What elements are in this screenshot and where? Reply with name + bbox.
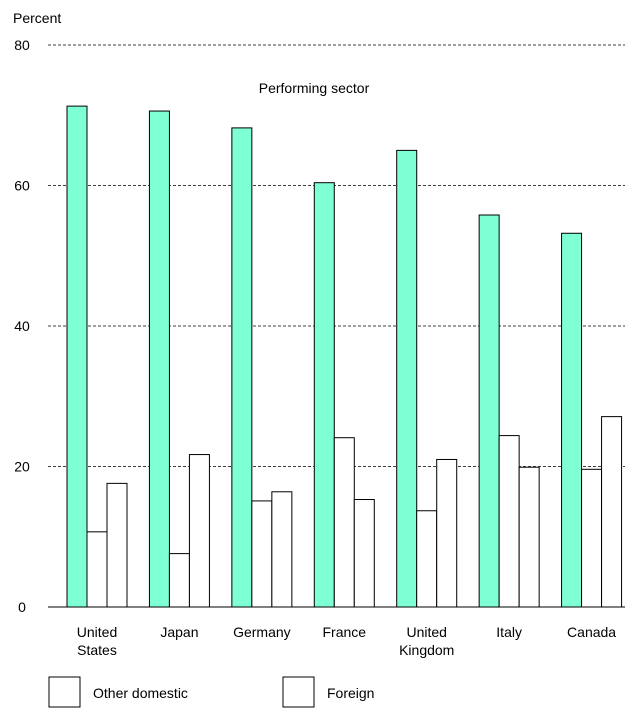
y-tick-label-80: 80: [14, 37, 30, 53]
bar-other-domestic-3: [333, 437, 355, 608]
bar-series-0-0: [66, 105, 88, 608]
bar-foreign-2: [271, 491, 293, 608]
x-tick-label-5: Italy: [496, 624, 522, 640]
bar-other-domestic-5: [498, 435, 520, 608]
bar-series-0-5: [478, 214, 500, 608]
y-tick-label-20: 20: [14, 459, 30, 475]
bar-foreign-4: [436, 458, 458, 608]
legend: Other domestic Foreign: [48, 676, 374, 708]
legend-swatch-other-domestic: [48, 676, 81, 708]
y-tick-labels: 0 20 40 60 80: [14, 37, 30, 615]
bar-other-domestic-6: [581, 468, 603, 608]
bar-series-0-6: [561, 232, 583, 608]
bar-series-0-3: [313, 182, 335, 608]
bar-other-domestic-0: [86, 531, 108, 608]
x-tick-label-6: Canada: [567, 624, 616, 640]
x-tick-label-0: United States: [77, 624, 117, 658]
bar-other-domestic-4: [416, 510, 438, 608]
bars: [66, 105, 623, 608]
x-tick-label-1: Japan: [160, 624, 198, 640]
x-tick-labels: United States Japan Germany France United King…: [77, 624, 617, 658]
bar-series-0-4: [396, 149, 418, 608]
bar-other-domestic-1: [168, 553, 190, 608]
gridlines: [48, 44, 625, 467]
bar-series-0-1: [148, 110, 170, 608]
bar-series-0-2: [231, 127, 253, 608]
legend-label-other-domestic: Other domestic: [93, 685, 188, 701]
bar-foreign-1: [188, 454, 210, 608]
y-tick-label-0: 0: [18, 599, 26, 615]
bar-foreign-6: [601, 416, 623, 608]
x-tick-label-3: France: [322, 624, 366, 640]
legend-label-foreign: Foreign: [327, 685, 374, 701]
x-tick-label-2: Germany: [233, 624, 291, 640]
bar-foreign-0: [106, 482, 128, 608]
x-tick-label-4: United Kingdom: [399, 624, 454, 658]
y-axis-label: Percent: [13, 10, 61, 26]
y-tick-label-40: 40: [14, 318, 30, 334]
annotation-performing-sector: Performing sector: [259, 80, 370, 96]
bar-foreign-3: [353, 499, 375, 608]
y-tick-label-60: 60: [14, 178, 30, 194]
bar-foreign-5: [518, 466, 540, 608]
legend-swatch-foreign: [282, 676, 315, 708]
bar-other-domestic-2: [251, 500, 273, 608]
